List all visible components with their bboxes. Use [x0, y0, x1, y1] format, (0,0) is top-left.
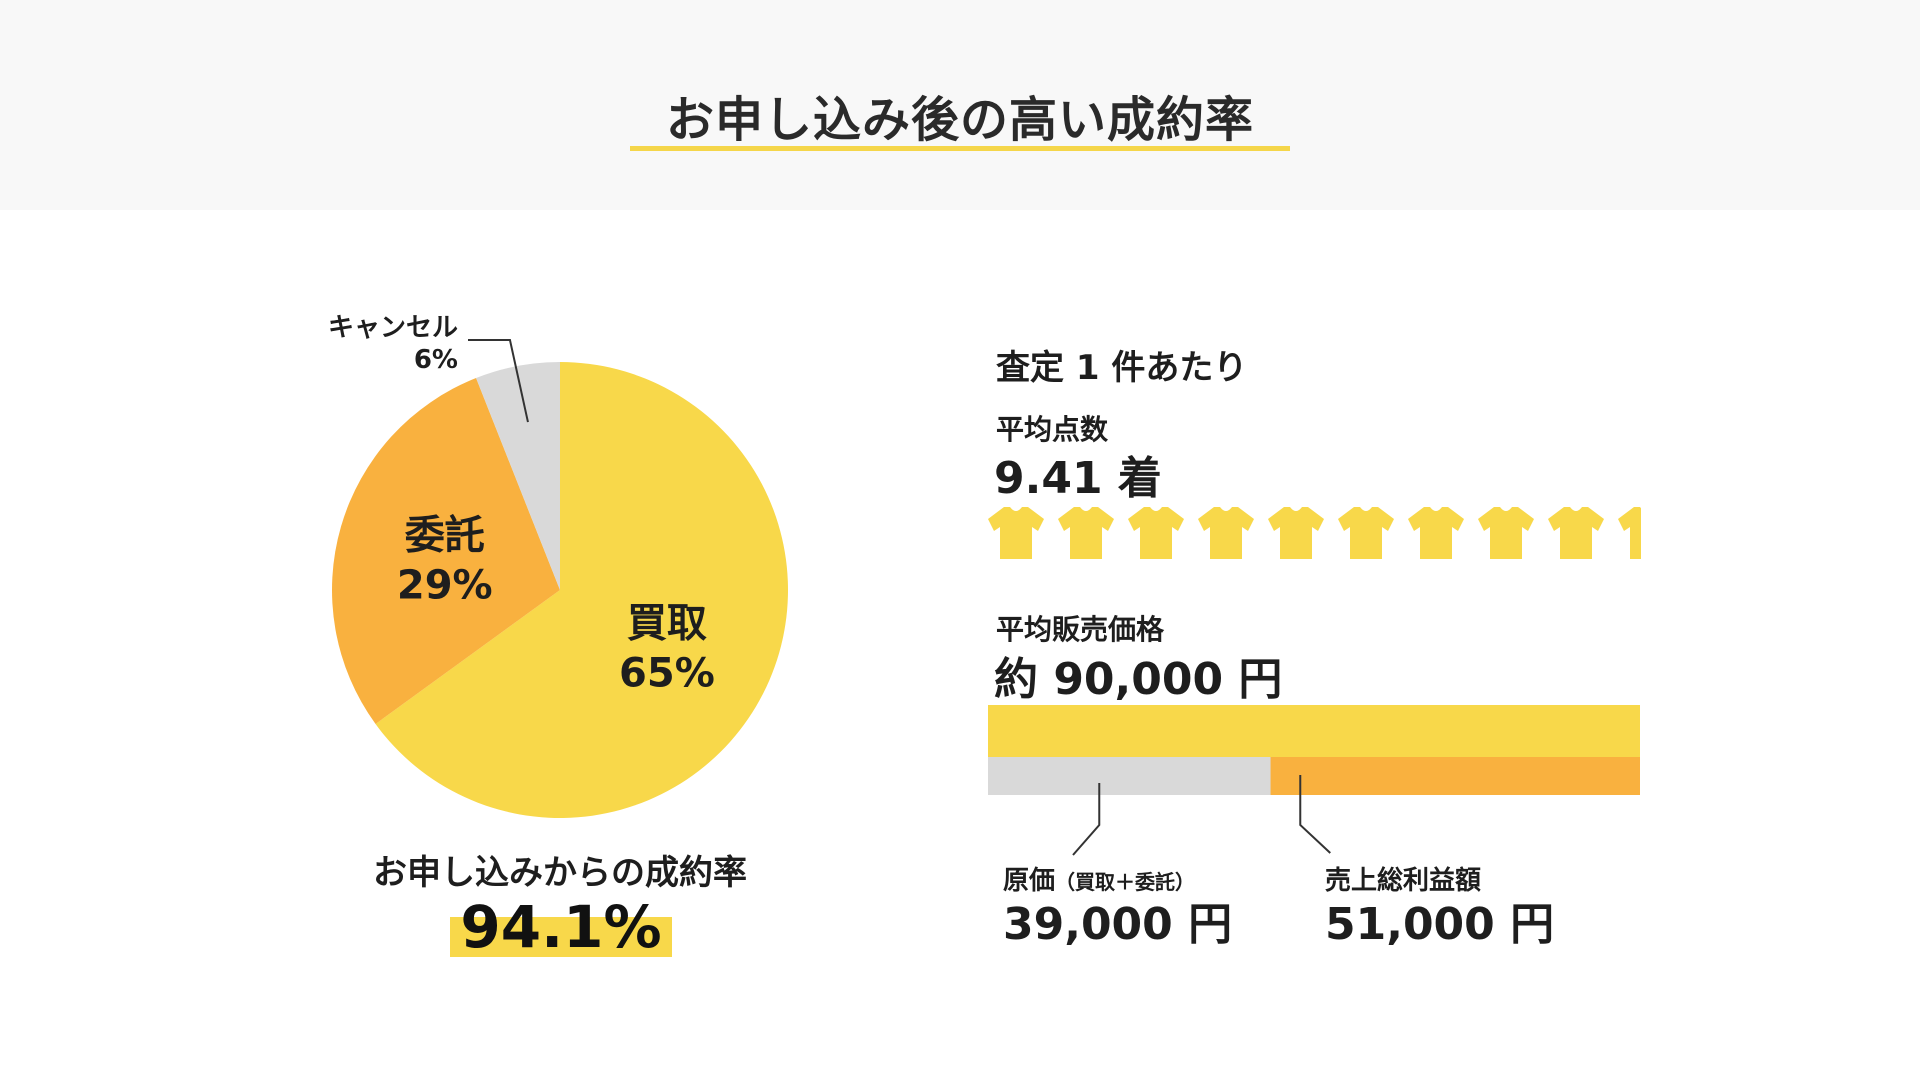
avg-items-label: 平均点数 [996, 413, 1109, 446]
avg-price-value: 約 90,000 円 [994, 654, 1283, 705]
cost-label: 原価（買取＋委託） [1003, 860, 1195, 897]
tshirt-icon [1058, 507, 1114, 559]
page-title: お申し込み後の高い成約率 [665, 92, 1254, 148]
tshirt-icon [988, 507, 1044, 559]
conversion-rate-highlight [450, 917, 672, 957]
pie-label-name-1: 委託 [405, 513, 485, 559]
bar-segment-0 [988, 757, 1271, 795]
cost-value: 39,000 円 [1003, 899, 1233, 950]
pie-slice-0 [375, 362, 788, 818]
tshirt-icon [1478, 507, 1534, 559]
avg-price-label: 平均販売価格 [996, 613, 1165, 646]
pie-slice-1 [332, 378, 560, 725]
bar-total-price [988, 705, 1640, 757]
cost-label-text: 原価 [1003, 866, 1056, 896]
pie-label-name-2: キャンセル [328, 313, 458, 343]
tshirt-icon [1268, 507, 1324, 559]
pie-leader-line-2 [468, 339, 529, 423]
conversion-rate-label: お申し込みからの成約率 [373, 853, 747, 893]
tshirt-icon [1198, 507, 1254, 559]
tshirt-icon [1548, 507, 1604, 559]
tshirt-icon [1128, 507, 1184, 559]
cost-label-sub: （買取＋委託） [1055, 870, 1196, 894]
header-band [0, 0, 1920, 210]
profit-leader-line [1299, 775, 1331, 854]
pie-label-value-2: 6% [414, 345, 458, 375]
tshirt-icon [1408, 507, 1464, 559]
profit-value: 51,000 円 [1325, 899, 1555, 950]
title-underline [630, 146, 1290, 151]
pie-label-value-1: 29% [397, 563, 493, 609]
cost-leader-line [1072, 783, 1101, 856]
pie-label-name-0: 買取 [627, 600, 707, 646]
price-breakdown-bars [988, 705, 1640, 856]
tshirt-icon [1618, 507, 1641, 559]
per-assessment-heading: 査定 1 件あたり [996, 348, 1248, 388]
tshirt-icon-row [988, 507, 1641, 559]
pie-label-value-0: 65% [619, 650, 715, 696]
pie-slice-2 [476, 362, 560, 590]
avg-items-value: 9.41 着 [994, 453, 1162, 504]
bar-segment-1 [1270, 757, 1640, 795]
profit-label: 売上総利益額 [1325, 866, 1482, 896]
conversion-rate-value: 94.1% [460, 893, 662, 961]
tshirt-icon [1338, 507, 1394, 559]
